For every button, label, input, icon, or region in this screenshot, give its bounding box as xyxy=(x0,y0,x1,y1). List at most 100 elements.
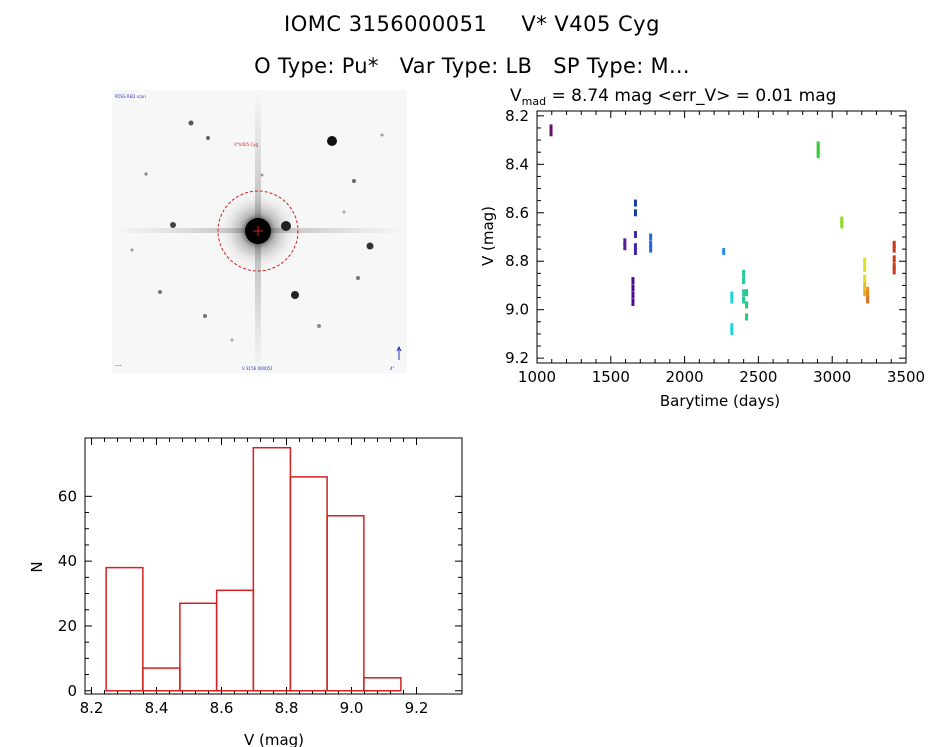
lightcurve-point xyxy=(730,296,734,304)
lightcurve-point xyxy=(745,289,749,297)
lightcurve-y-tick-label: 8.6 xyxy=(505,204,529,222)
lightcurve-point xyxy=(730,323,734,331)
lightcurve-plot-frame xyxy=(536,110,907,364)
histogram-bar xyxy=(289,476,328,692)
lightcurve-point xyxy=(745,301,749,309)
lightcurve-point xyxy=(863,265,867,272)
lightcurve-point xyxy=(549,124,553,132)
lightcurve-title-subscript: mad xyxy=(521,95,547,108)
title-types: O Type: Pu* Var Type: LB SP Type: M... xyxy=(0,54,944,78)
o-type: O Type: Pu* xyxy=(254,54,379,78)
histogram-x-tick-label: 9.0 xyxy=(340,699,364,717)
lightcurve-point xyxy=(633,248,637,256)
lightcurve-point xyxy=(816,151,820,159)
stamp-top-left-label: POSS RED scan xyxy=(115,94,146,99)
lightcurve-point xyxy=(892,240,896,248)
histogram-x-tick-label: 8.6 xyxy=(210,699,234,717)
sky-image: POSS RED scan V*V405 Cyg V 3156 000051 ~… xyxy=(112,90,407,373)
histogram-bar xyxy=(179,602,218,692)
lightcurve-point xyxy=(633,199,637,207)
lightcurve-x-tick-label: 3000 xyxy=(813,368,851,386)
lightcurve-point xyxy=(816,141,820,149)
lightcurve-point xyxy=(866,291,870,299)
lightcurve-point xyxy=(730,291,734,299)
stamp-target-label: V*V405 Cyg xyxy=(234,142,259,147)
lightcurve-x-tick-label: 1500 xyxy=(592,368,630,386)
lightcurve-point xyxy=(863,257,867,265)
lightcurve-point xyxy=(840,216,844,224)
lightcurve-point xyxy=(892,255,896,263)
lightcurve-point xyxy=(633,243,637,251)
lightcurve-point xyxy=(649,233,653,241)
var-type: Var Type: LB xyxy=(399,54,533,78)
lightcurve-point xyxy=(745,313,749,321)
histogram-y-tick-label: 60 xyxy=(58,487,77,505)
lightcurve-point xyxy=(633,209,637,217)
histogram-y-tick-label: 20 xyxy=(58,617,77,635)
lightcurve-point xyxy=(631,277,635,285)
title-object: IOMC 3156000051 V* V405 Cyg xyxy=(0,12,944,36)
lightcurve-y-tick-label: 8.4 xyxy=(505,155,529,173)
histogram-bar xyxy=(105,566,144,692)
lightcurve-x-axis-label: Barytime (days) xyxy=(660,392,780,410)
lightcurve-point xyxy=(866,286,870,294)
histogram-x-tick-label: 8.8 xyxy=(275,699,299,717)
lightcurve-x-tick-label: 1000 xyxy=(518,368,556,386)
lightcurve-title: Vmad = 8.74 mag <err_V> = 0.01 mag xyxy=(510,86,836,108)
source-id: IOMC 3156000051 xyxy=(284,12,488,36)
lightcurve-point xyxy=(742,269,746,277)
lightcurve-point xyxy=(631,291,635,299)
stamp-bottom-left-label: ~~ xyxy=(115,363,122,368)
lightcurve-point xyxy=(623,238,627,246)
lightcurve-x-tick-label: 3500 xyxy=(887,368,925,386)
histogram-x-tick-label: 8.2 xyxy=(80,699,104,717)
lightcurve-point xyxy=(549,129,553,137)
lightcurve-point xyxy=(892,245,896,253)
histogram-bar xyxy=(252,446,292,692)
histogram-x-tick-label: 9.2 xyxy=(405,699,429,717)
lightcurve-point xyxy=(730,328,734,335)
lightcurve-point xyxy=(863,274,867,282)
histogram-x-tick-label: 8.4 xyxy=(145,699,169,717)
lightcurve-point xyxy=(649,240,653,248)
lightcurve-point xyxy=(863,289,867,297)
lightcurve-point xyxy=(649,245,653,253)
lightcurve-y-tick-label: 9.2 xyxy=(505,349,529,367)
lightcurve-point xyxy=(631,298,635,306)
target-circle xyxy=(217,190,299,272)
lightcurve-point xyxy=(863,281,867,289)
lightcurve-point xyxy=(840,221,844,229)
histogram-bar xyxy=(142,667,181,692)
lightcurve-point xyxy=(892,262,896,270)
lightcurve-point xyxy=(742,296,746,304)
lightcurve-point xyxy=(631,284,635,292)
lightcurve-y-tick-label: 9.0 xyxy=(505,301,529,319)
histogram-x-axis-label: V (mag) xyxy=(244,731,304,747)
lightcurve-y-tick-label: 8.8 xyxy=(505,252,529,270)
lightcurve-point xyxy=(722,248,726,256)
lightcurve-point xyxy=(623,243,627,251)
arrow-up-icon xyxy=(396,345,402,360)
histogram-bar xyxy=(326,515,365,692)
lightcurve-x-tick-label: 2000 xyxy=(666,368,704,386)
lightcurve-x-tick-label: 2500 xyxy=(739,368,777,386)
sp-type: SP Type: M... xyxy=(553,54,690,78)
object-name: V* V405 Cyg xyxy=(521,12,660,36)
histogram-bar xyxy=(215,589,255,692)
lightcurve-y-tick-label: 8.2 xyxy=(505,107,529,125)
stamp-bottom-right-label: 4° xyxy=(390,366,395,371)
lightcurve-point xyxy=(816,146,820,154)
histogram-y-axis-label: N xyxy=(28,561,46,572)
histogram-plot-frame xyxy=(84,437,463,695)
lightcurve-title-symbol: V xyxy=(510,86,522,106)
sky-image-stamp: POSS RED scan V*V405 Cyg V 3156 000051 ~… xyxy=(112,90,407,373)
lightcurve-title-text: = 8.74 mag <err_V> = 0.01 mag xyxy=(546,86,837,106)
histogram-y-tick-label: 0 xyxy=(67,682,77,700)
lightcurve-point xyxy=(633,231,637,239)
histogram-bar xyxy=(363,677,402,692)
histogram-y-tick-label: 40 xyxy=(58,552,77,570)
lightcurve-point xyxy=(892,267,896,275)
stamp-bottom-center-label: V 3156 000051 xyxy=(242,366,273,371)
lightcurve-point xyxy=(742,277,746,285)
lightcurve-y-axis-label: V (mag) xyxy=(479,206,497,266)
